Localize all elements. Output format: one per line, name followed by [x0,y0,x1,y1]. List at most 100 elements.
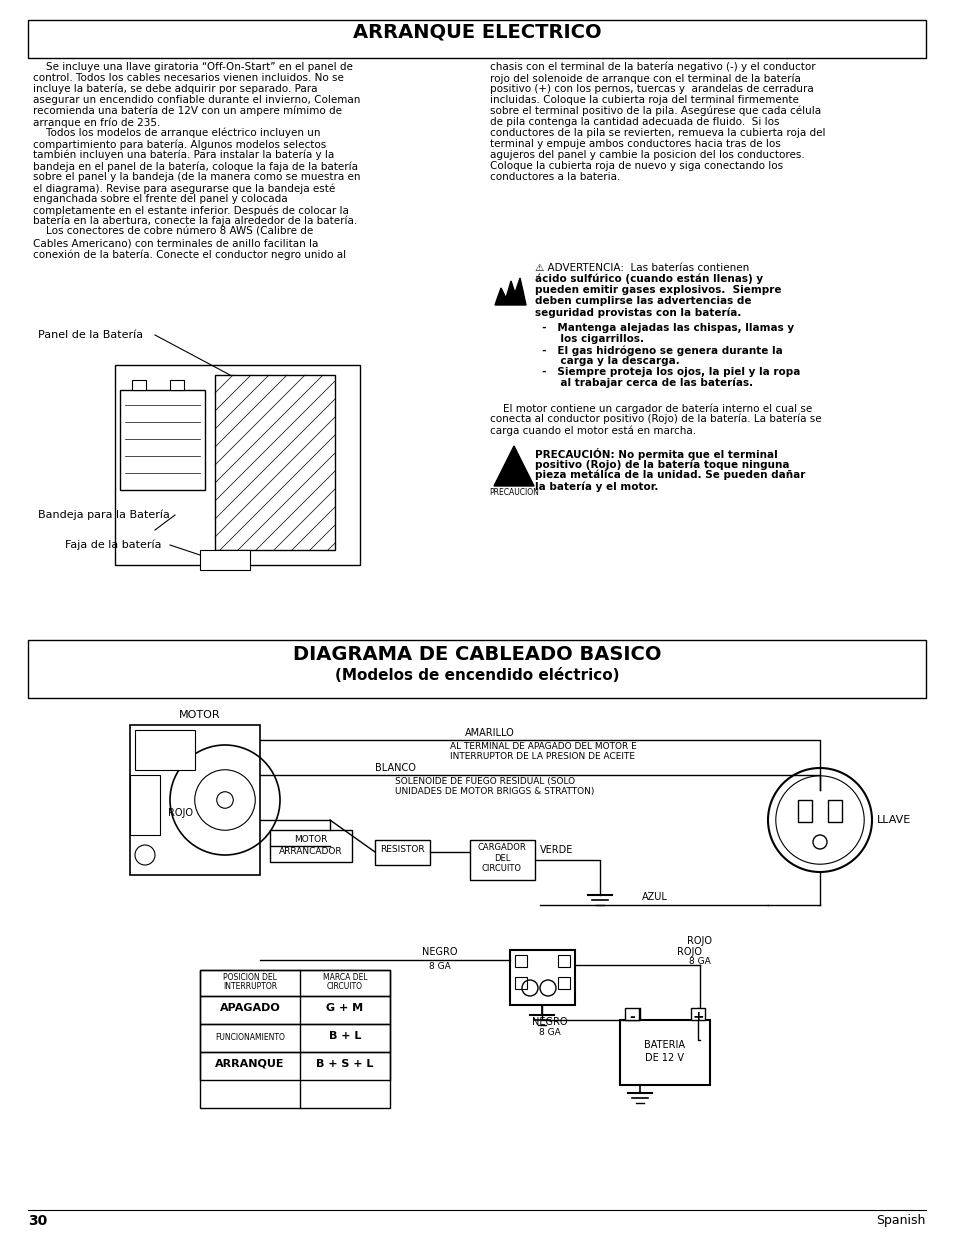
Text: deben cumplirse las advertencias de: deben cumplirse las advertencias de [535,296,751,306]
Bar [270,830,352,862]
Text: LLAVE: LLAVE [876,815,910,825]
Text: control. Todos los cables necesarios vienen incluidos. No se: control. Todos los cables necesarios vie… [33,73,343,83]
Text: de pila contenga la cantidad adecuada de fluido.  Si los: de pila contenga la cantidad adecuada de… [490,117,779,127]
Text: -   El gas hidrógeno se genera durante la: - El gas hidrógeno se genera durante la [535,345,781,356]
Text: DIAGRAMA DE CABLEADO BASICO: DIAGRAMA DE CABLEADO BASICO [293,645,660,664]
Bar [558,955,569,967]
Text: NEGRO: NEGRO [422,947,457,957]
Text: la batería y el motor.: la batería y el motor. [535,480,658,492]
Text: ROJO: ROJO [168,808,193,818]
Text: CIRCUITO: CIRCUITO [481,864,521,873]
Text: carga y la descarga.: carga y la descarga. [535,356,679,366]
Bar [130,776,160,835]
Text: ácido sulfúrico (cuando están llenas) y: ácido sulfúrico (cuando están llenas) y [535,274,762,284]
Bar [130,725,260,876]
Bar [132,380,146,390]
Text: completamente en el estante inferior. Después de colocar la: completamente en el estante inferior. De… [33,205,349,215]
Text: +: + [692,1010,703,1024]
Text: positivo (+) con los pernos, tuercas y  arandelas de cerradura: positivo (+) con los pernos, tuercas y a… [490,84,813,94]
Text: NEGRO: NEGRO [532,1016,567,1028]
Polygon shape [495,278,525,305]
Text: MOTOR: MOTOR [179,710,220,720]
Text: Spanish: Spanish [876,1214,925,1228]
Bar [515,977,526,989]
Text: enganchada sobre el frente del panel y colocada: enganchada sobre el frente del panel y c… [33,194,287,204]
Text: 8 GA: 8 GA [429,962,451,971]
Text: ARRANQUE ELECTRICO: ARRANQUE ELECTRICO [353,22,600,41]
Bar [200,969,390,995]
Text: -   Mantenga alejadas las chispas, llamas y: - Mantenga alejadas las chispas, llamas … [535,324,793,333]
Text: recomienda una batería de 12V con un ampere mímimo de: recomienda una batería de 12V con un amp… [33,106,341,116]
Text: ARRANQUE: ARRANQUE [215,1058,284,1070]
Circle shape [812,835,826,848]
Bar [510,950,575,1005]
Text: CIRCUITO: CIRCUITO [327,982,363,990]
Text: ROJO: ROJO [677,947,701,957]
Bar [214,375,335,550]
Bar [200,1052,390,1079]
Bar [690,1008,704,1020]
Text: conecta al conductor positivo (Rojo) de la batería. La batería se: conecta al conductor positivo (Rojo) de … [490,414,821,425]
Text: Se incluye una llave giratoria “Off-On-Start” en el panel de: Se incluye una llave giratoria “Off-On-S… [33,62,353,72]
Bar [515,955,526,967]
Text: arranque en frío de 235.: arranque en frío de 235. [33,117,160,127]
Text: chasis con el terminal de la batería negativo (-) y el conductor: chasis con el terminal de la batería neg… [490,62,815,73]
Text: Coloque la cubierta roja de nuevo y siga conectando los: Coloque la cubierta roja de nuevo y siga… [490,161,782,170]
Bar [375,840,430,864]
Text: conductores a la bateria.: conductores a la bateria. [490,172,619,182]
Text: DE 12 V: DE 12 V [645,1053,684,1063]
Text: Bandeja para la Batería: Bandeja para la Batería [38,510,170,520]
Text: compartimiento para batería. Algunos modelos selectos: compartimiento para batería. Algunos mod… [33,140,326,149]
Bar [797,800,811,823]
Text: PRECAUCION: PRECAUCION [489,488,538,496]
Text: FUNCIONAMIENTO: FUNCIONAMIENTO [214,1032,285,1042]
Text: ROJO: ROJO [687,936,712,946]
Bar [170,380,184,390]
Text: asegurar un encendido confiable durante el invierno, Coleman: asegurar un encendido confiable durante … [33,95,360,105]
Bar [200,969,390,1108]
Text: El motor contiene un cargador de batería interno el cual se: El motor contiene un cargador de batería… [490,403,811,414]
Text: agujeros del panel y cambie la posicion del los conductores.: agujeros del panel y cambie la posicion … [490,149,804,161]
Text: pieza metálica de la unidad. Se pueden dañar: pieza metálica de la unidad. Se pueden d… [535,471,804,480]
Text: CARGADOR: CARGADOR [477,844,526,852]
Text: al trabajar cerca de las baterías.: al trabajar cerca de las baterías. [535,378,752,389]
Text: Todos los modelos de arranque eléctrico incluyen un: Todos los modelos de arranque eléctrico … [33,128,320,138]
Text: ARRANCADOR: ARRANCADOR [279,847,342,856]
Bar [115,366,359,564]
Text: conexión de la batería. Conecte el conductor negro unido al: conexión de la batería. Conecte el condu… [33,249,346,259]
Text: DEL: DEL [494,853,510,863]
Text: positivo (Rojo) de la batería toque ninguna: positivo (Rojo) de la batería toque ning… [535,459,789,469]
Text: G + M: G + M [326,1003,363,1013]
Text: VERDE: VERDE [539,845,573,855]
Text: BLANCO: BLANCO [375,763,415,773]
Text: (Modelos de encendido eléctrico): (Modelos de encendido eléctrico) [335,668,618,683]
Text: Panel de la Batería: Panel de la Batería [38,330,143,340]
Text: también incluyen una batería. Para instalar la batería y la: también incluyen una batería. Para insta… [33,149,334,161]
Text: B + S + L: B + S + L [316,1058,374,1070]
Bar [200,1024,390,1052]
Bar [558,977,569,989]
Text: BATERIA: BATERIA [644,1040,685,1050]
Text: -   Siempre proteja los ojos, la piel y la ropa: - Siempre proteja los ojos, la piel y la… [535,367,800,377]
Bar [624,1008,639,1020]
Text: los cigarrillos.: los cigarrillos. [535,333,643,345]
Text: rojo del solenoide de arranque con el terminal de la batería: rojo del solenoide de arranque con el te… [490,73,800,84]
Bar [28,640,925,698]
Text: sobre el panel y la bandeja (de la manera como se muestra en: sobre el panel y la bandeja (de la maner… [33,172,360,182]
Bar [200,550,250,571]
Text: INTERRUPTOR: INTERRUPTOR [223,982,276,990]
Text: Faja de la batería: Faja de la batería [65,540,161,551]
Bar [200,995,390,1024]
Text: bandeja en el panel de la batería, coloque la faja de la batería: bandeja en el panel de la batería, coloq… [33,161,357,172]
Text: ⚠ ADVERTENCIA:  Las baterías contienen: ⚠ ADVERTENCIA: Las baterías contienen [535,263,748,273]
Text: APAGADO: APAGADO [219,1003,280,1013]
Text: batería en la abertura, conecte la faja alrededor de la batería.: batería en la abertura, conecte la faja … [33,216,356,226]
Text: el diagrama). Revise para asegurarse que la bandeja esté: el diagrama). Revise para asegurarse que… [33,183,335,194]
Text: seguridad provistas con la batería.: seguridad provistas con la batería. [535,308,740,317]
Bar [135,730,194,769]
Bar [619,1020,709,1086]
Text: MOTOR: MOTOR [294,835,327,844]
Text: incluidas. Coloque la cubierta roja del terminal firmemente: incluidas. Coloque la cubierta roja del … [490,95,798,105]
Polygon shape [494,446,534,487]
Text: B + L: B + L [329,1031,361,1041]
